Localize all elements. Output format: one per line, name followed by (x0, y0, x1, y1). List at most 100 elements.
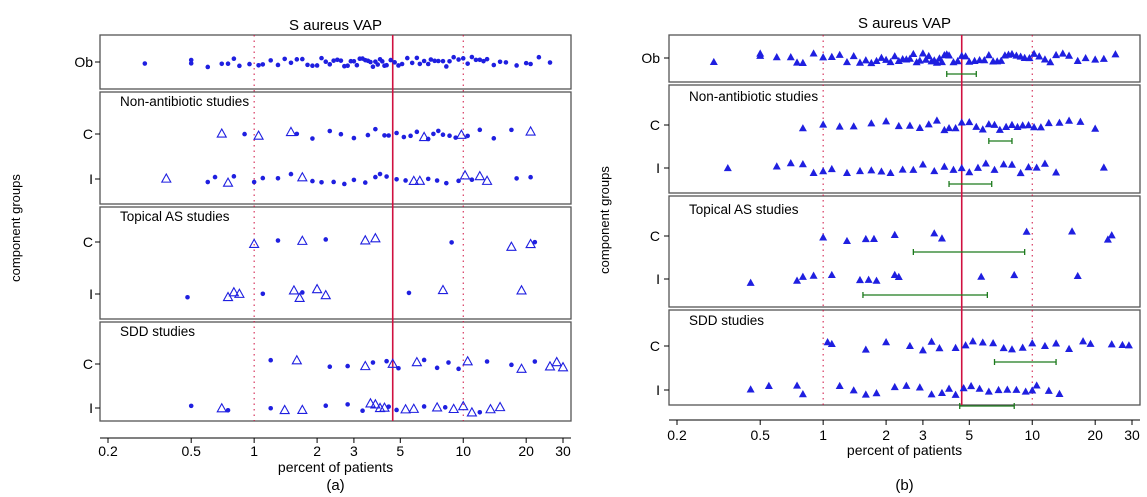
data-point (997, 56, 1006, 64)
data-point (319, 179, 324, 185)
data-point (404, 55, 410, 61)
data-point (809, 49, 818, 57)
data-point (260, 175, 266, 181)
data-point (421, 58, 427, 64)
data-point (1046, 58, 1055, 66)
data-point (345, 363, 350, 369)
data-point (921, 55, 930, 63)
data-point (1024, 121, 1033, 129)
data-point (465, 133, 470, 139)
data-point (460, 56, 466, 61)
data-point (968, 337, 977, 345)
data-point (300, 56, 305, 62)
data-point (525, 238, 537, 249)
data-point (485, 403, 496, 414)
data-point (491, 62, 497, 68)
data-point (532, 359, 538, 364)
data-point (793, 381, 802, 389)
data-point (1103, 235, 1112, 243)
data-point (428, 57, 434, 62)
data-point (447, 133, 452, 139)
data-point (377, 171, 383, 177)
data-point (279, 404, 291, 415)
data-point (937, 388, 946, 397)
data-point (294, 292, 306, 303)
data-point (915, 383, 924, 391)
data-point (890, 52, 899, 60)
data-point (827, 339, 836, 348)
data-point (205, 64, 211, 70)
data-point (394, 130, 399, 136)
data-point (1018, 121, 1027, 129)
data-point (1028, 339, 1037, 347)
data-point (1007, 160, 1016, 168)
data-point (786, 159, 795, 167)
data-point (523, 60, 529, 66)
data-point (311, 283, 323, 294)
data-point (444, 64, 449, 69)
data-point (961, 341, 970, 349)
data-point (188, 403, 194, 409)
data-point (260, 291, 266, 297)
row-label: C (650, 228, 660, 244)
data-point (477, 57, 483, 63)
x-tick-label: 10 (1024, 427, 1040, 443)
data-point (890, 270, 899, 278)
data-point (494, 401, 506, 412)
data-point (1055, 389, 1064, 397)
data-point (447, 59, 452, 64)
data-point (417, 61, 423, 67)
data-point (351, 135, 357, 141)
data-point (882, 55, 891, 63)
data-point (440, 58, 446, 64)
data-point (978, 338, 987, 346)
data-point (392, 60, 397, 65)
row-label: Ob (74, 54, 93, 70)
chart-b: S aureus VAP Non-antibiotic studies Topica… (597, 15, 1141, 494)
data-point (431, 131, 436, 137)
data-point (980, 56, 989, 64)
data-point (406, 290, 412, 296)
data-point (915, 123, 924, 131)
data-point (251, 179, 257, 185)
data-point (425, 136, 431, 142)
data-point (456, 57, 461, 62)
data-point (448, 403, 460, 414)
panel-frame (668, 84, 1141, 194)
data-point (414, 55, 420, 61)
data-point (1052, 50, 1061, 59)
data-point (819, 233, 828, 241)
data-point (442, 405, 448, 410)
data-point (959, 384, 968, 392)
data-point (185, 294, 190, 300)
data-point (1044, 386, 1053, 394)
data-point (894, 121, 903, 130)
data-point (294, 57, 300, 62)
data-point (1055, 118, 1064, 126)
data-point (915, 56, 924, 64)
data-point (951, 390, 960, 398)
data-point (1081, 53, 1090, 62)
data-point (516, 363, 527, 373)
x-tick-label: 30 (555, 443, 571, 459)
data-point (861, 390, 870, 398)
data-point (248, 238, 260, 249)
data-point (849, 386, 858, 394)
data-point (746, 385, 755, 393)
data-point (957, 118, 966, 126)
data-point (977, 272, 986, 280)
data-point (323, 237, 329, 242)
chart-title: S aureus VAP (858, 15, 951, 32)
caption: (b) (895, 477, 913, 494)
data-point (345, 63, 350, 69)
data-point (1022, 227, 1031, 235)
x-tick-label: 10 (455, 443, 471, 459)
data-point (396, 365, 401, 371)
data-point (338, 58, 344, 63)
data-point (465, 61, 470, 66)
row-label: I (656, 160, 660, 176)
data-point (1068, 227, 1077, 235)
data-point (456, 178, 461, 184)
data-point (369, 232, 381, 243)
data-point (379, 59, 385, 64)
